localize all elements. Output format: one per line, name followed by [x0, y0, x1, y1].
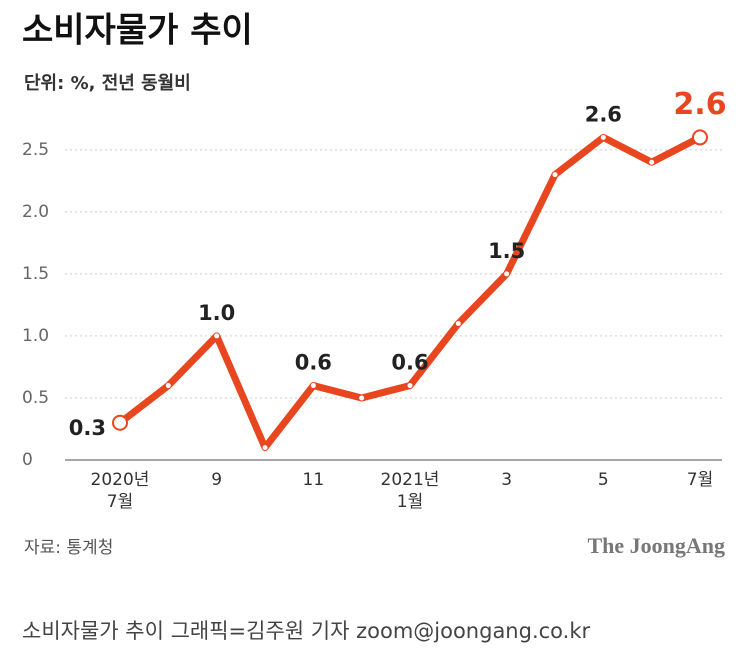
x-tick-label: 3: [501, 470, 512, 490]
point: [455, 321, 461, 327]
caption: 소비자물가 추이 그래픽=김주원 기자 zoom@joongang.co.kr: [22, 619, 590, 643]
point: [165, 383, 171, 389]
point: [310, 383, 316, 389]
y-tick-label: 2.0: [22, 202, 49, 222]
data-label: 1.5: [488, 239, 525, 263]
data-label: 0.6: [391, 351, 428, 375]
chart-subtitle: 단위: %, 전년 동월비: [24, 73, 191, 94]
x-tick-label: 11: [303, 470, 325, 490]
x-tick-label: 2020년 7월: [91, 470, 150, 512]
y-tick-label: 1.0: [22, 326, 49, 346]
x-tick-label: 2021년 1월: [381, 470, 440, 512]
y-tick-label: 2.5: [22, 140, 49, 160]
point: [262, 445, 268, 451]
data-label: 1.0: [198, 301, 235, 325]
point: [692, 129, 708, 146]
point: [112, 414, 128, 431]
y-tick-label: 0.5: [22, 388, 49, 408]
x-tick-label: 5: [598, 470, 609, 490]
x-tick-label: 9: [211, 470, 222, 490]
data-label: 2.6: [585, 102, 622, 126]
chart-title: 소비자물가 추이: [22, 11, 253, 51]
point: [600, 134, 606, 140]
point: [407, 383, 413, 389]
x-tick-label: 7월: [687, 470, 713, 490]
data-label: 2.6: [673, 87, 726, 122]
point: [214, 333, 220, 339]
data-label: 0.3: [69, 416, 106, 440]
source: 자료: 통계청: [24, 538, 113, 558]
data-label: 0.6: [295, 351, 332, 375]
point: [649, 159, 655, 165]
point: [552, 172, 558, 178]
brand: The JoongAng: [587, 533, 725, 558]
point: [504, 271, 510, 277]
point: [359, 395, 365, 401]
y-tick-label: 0: [22, 450, 33, 470]
y-tick-label: 1.5: [22, 264, 49, 284]
